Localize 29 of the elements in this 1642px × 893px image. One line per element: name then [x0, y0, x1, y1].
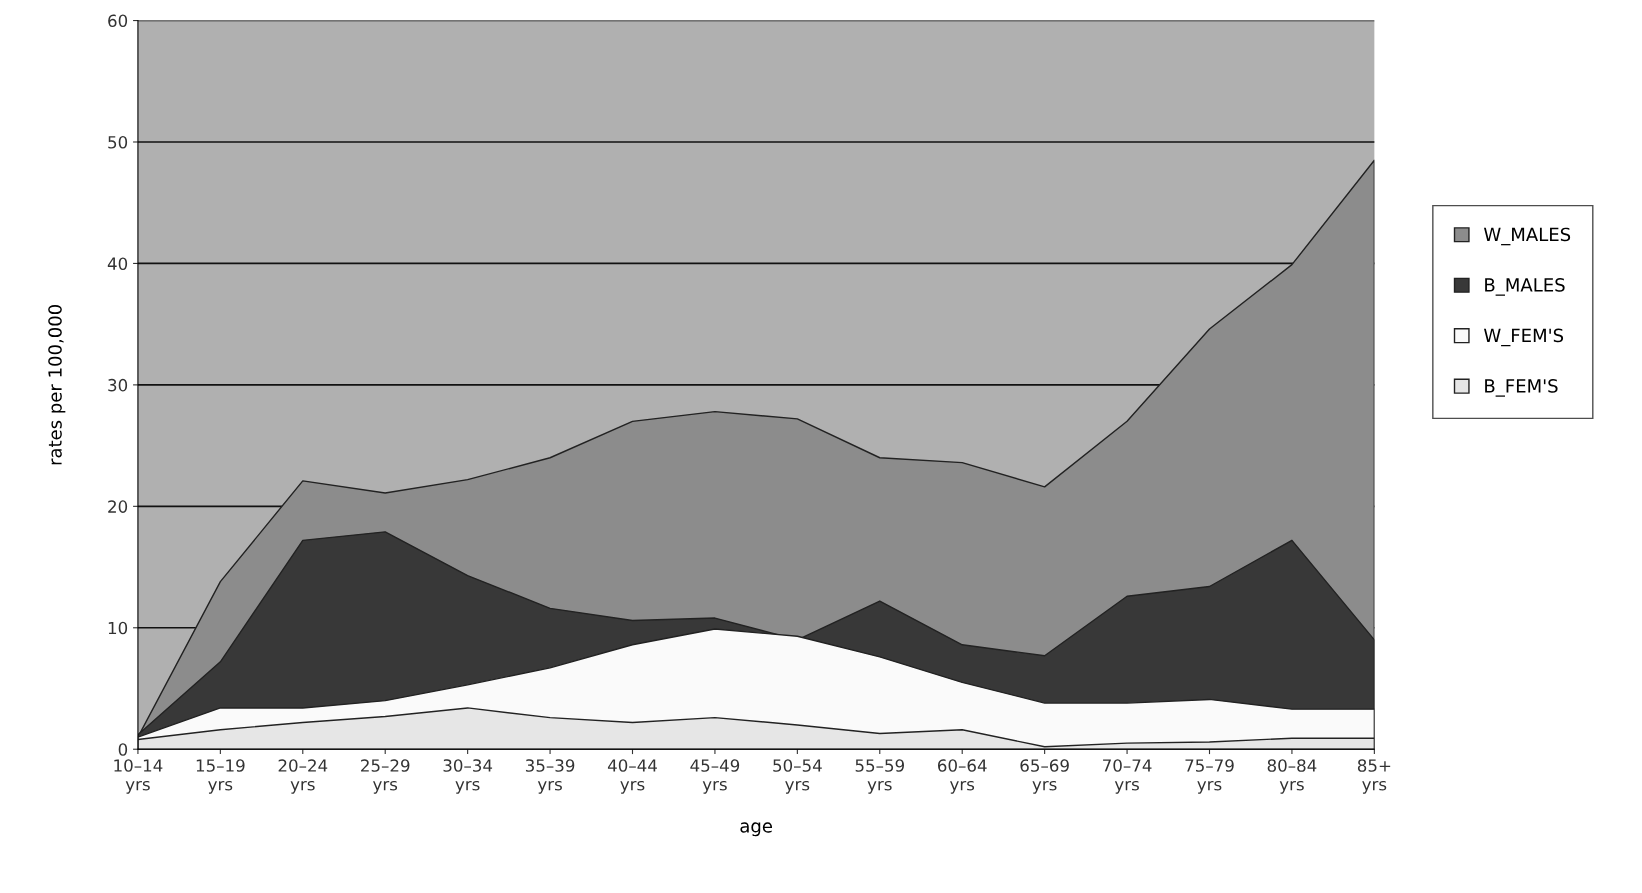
x-tick-label: 85+ yrs: [1357, 759, 1391, 794]
x-tick-label: 45–49 yrs: [690, 759, 740, 794]
x-tick-label: 20–24 yrs: [278, 759, 328, 794]
y-axis-title: rates per 100,000: [48, 304, 66, 465]
y-tick-label: 30: [108, 378, 128, 392]
x-tick-label: 55–59 yrs: [855, 759, 904, 794]
x-tick-label: 35–39 yrs: [525, 759, 575, 794]
x-tick-label: 65–69 yrs: [1020, 759, 1069, 794]
y-tick-label: 20: [108, 500, 128, 513]
y-tick-label: 60: [108, 14, 128, 28]
x-tick-label: 40–44 yrs: [607, 759, 657, 794]
legend-label: B_MALES: [1485, 278, 1565, 296]
x-axis-title: age: [740, 822, 772, 837]
y-tick-label: 50: [108, 135, 128, 149]
y-tick-label: 10: [108, 621, 128, 635]
x-tick-label: 60–64 yrs: [938, 759, 987, 794]
x-tick-label: 10–14 yrs: [114, 759, 163, 794]
x-tick-label: 50–54 yrs: [773, 759, 822, 794]
x-tick-label: 75–79 yrs: [1185, 759, 1234, 794]
x-tick-label: 80–84 yrs: [1267, 759, 1317, 794]
legend-label: B_FEM'S: [1485, 379, 1558, 397]
legend-label: W_MALES: [1484, 227, 1571, 246]
x-tick-label: 15–19 yrs: [196, 759, 245, 794]
y-tick-label: 40: [107, 257, 128, 270]
x-tick-label: 30–34 yrs: [443, 759, 493, 794]
legend-label: W_FEM'S: [1484, 328, 1564, 347]
x-tick-label: 25–29 yrs: [361, 759, 410, 794]
y-tick-label: 0: [118, 743, 128, 756]
x-tick-label: 70–74 yrs: [1103, 759, 1152, 794]
